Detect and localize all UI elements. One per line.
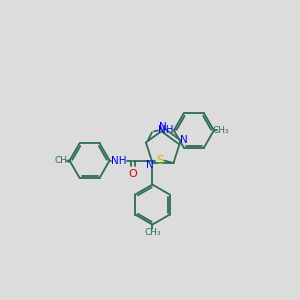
Text: NH: NH: [158, 125, 174, 135]
Text: N: N: [159, 122, 167, 132]
Text: NH: NH: [111, 156, 126, 166]
Text: O: O: [128, 169, 137, 178]
Text: N: N: [180, 135, 188, 146]
Text: CH₃: CH₃: [213, 126, 229, 135]
Text: CH₃: CH₃: [144, 228, 161, 237]
Text: CH₃: CH₃: [54, 156, 71, 165]
Text: S: S: [156, 154, 163, 167]
Text: N: N: [146, 160, 153, 170]
